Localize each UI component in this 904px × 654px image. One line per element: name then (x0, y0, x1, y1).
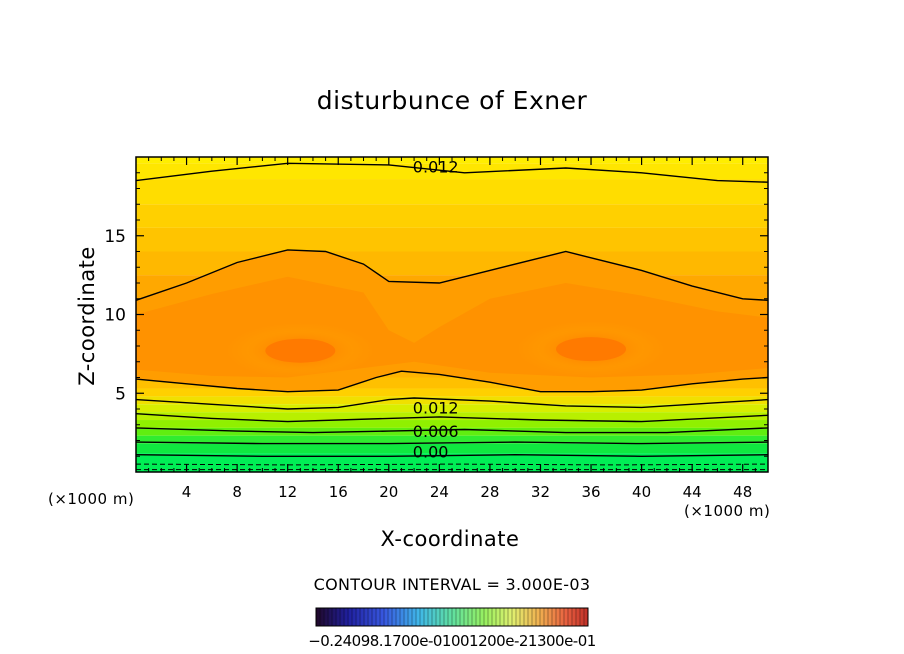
contour-labels: 0.012 0.012 0.006 0.00 (413, 157, 459, 462)
contour-line (136, 413, 768, 423)
x-tick-label: 20 (379, 483, 398, 501)
contour-line (136, 441, 768, 445)
chart-title: disturbunce of Exner (316, 86, 588, 115)
x-axis-label: X-coordinate (0, 527, 904, 551)
contour-label: 0.006 (413, 422, 459, 441)
contour-line (136, 397, 768, 410)
x-tick-label: 8 (232, 483, 242, 501)
x-tick-label: 40 (632, 483, 651, 501)
x-tick-label: 12 (278, 483, 297, 501)
x-tick-label: 24 (430, 483, 449, 501)
contour-line (136, 427, 768, 434)
x-tick-label: 48 (733, 483, 752, 501)
contour-line (136, 453, 768, 458)
contour-interval-text: CONTOUR INTERVAL = 3.000E-03 (313, 575, 591, 594)
contour-fills (136, 157, 768, 472)
x-axis-label-text: X-coordinate (380, 527, 520, 551)
y-axis-label: Z-coordinate (75, 246, 99, 386)
contour-lines (136, 162, 768, 471)
x-unit-label: (×1000 m) (684, 502, 771, 520)
y-tick-label: 5 (115, 384, 126, 404)
contour-line (136, 249, 768, 301)
contour-label: 0.00 (413, 443, 449, 462)
y-unit-label: (×1000 m) (48, 490, 135, 508)
contour-label: 0.012 (413, 157, 459, 176)
colorbar-labels: −0.24098.1700e-01001200e-21300e-01 (308, 632, 596, 650)
contour-line-dashed (136, 463, 768, 466)
colorbar (315, 607, 589, 627)
contour-line (136, 162, 768, 183)
contour-label: 0.012 (413, 398, 459, 417)
x-tick-label: 28 (480, 483, 499, 501)
x-tick-label: 32 (531, 483, 550, 501)
y-tick-label: 15 (104, 227, 126, 247)
y-tick-label: 10 (104, 306, 126, 326)
x-tick-label: 44 (683, 483, 702, 501)
x-tick-label: 16 (329, 483, 348, 501)
x-tick-label: 36 (581, 483, 600, 501)
contour-line (136, 370, 768, 393)
x-tick-label: 4 (182, 483, 192, 501)
